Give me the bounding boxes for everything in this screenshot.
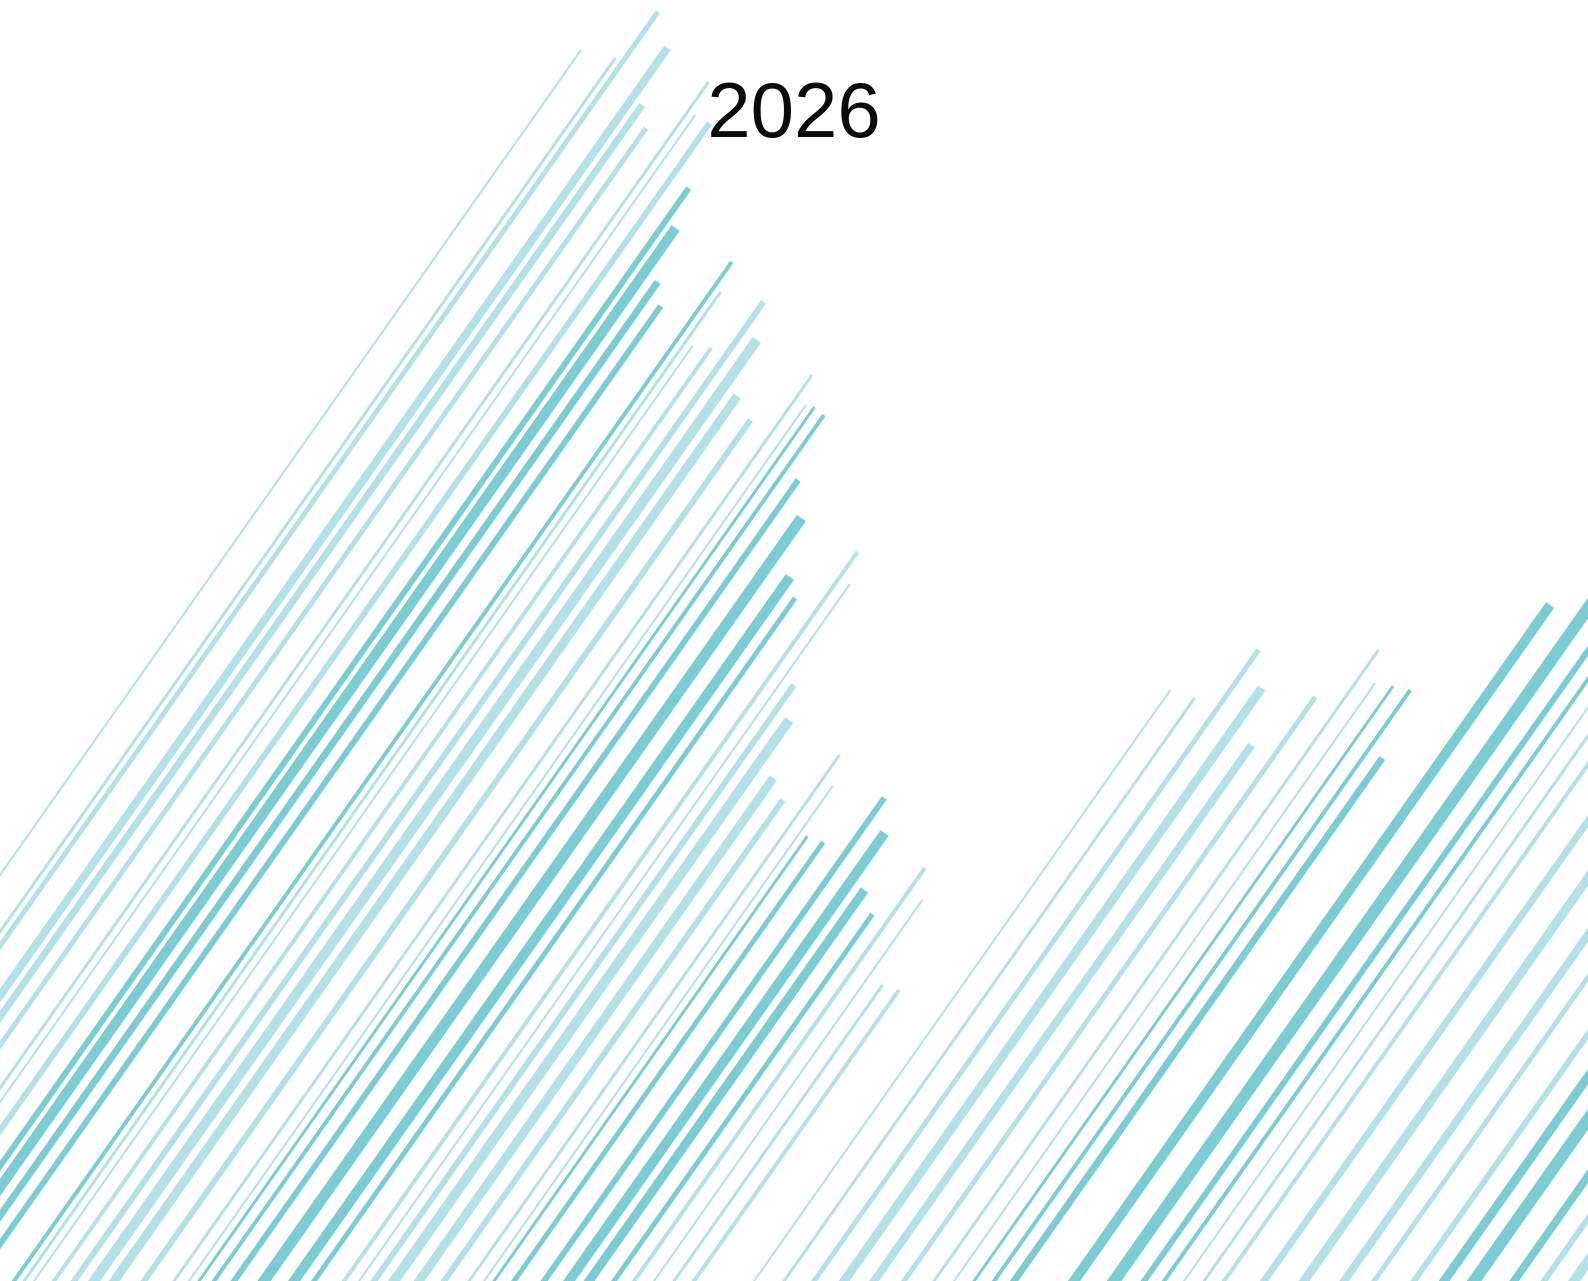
- decorative-stripe: [0, 225, 680, 1197]
- decorative-stripe: [413, 775, 777, 1281]
- decorative-stripe: [287, 574, 794, 1281]
- decorative-stripe: [631, 866, 927, 1281]
- decorative-stripe: [782, 697, 1196, 1281]
- decorative-stripe: [1161, 675, 1588, 1281]
- decorative-stripe: [387, 717, 794, 1281]
- decorative-stripe: [357, 583, 851, 1281]
- decorative-stripe: [0, 49, 582, 877]
- decorative-stripe: [257, 514, 806, 1281]
- decorative-stripe: [691, 988, 901, 1281]
- decorative-stripe: [0, 121, 713, 1136]
- decorative-stripe: [0, 45, 671, 1003]
- cover-title: 2026: [707, 66, 881, 154]
- decorative-stripe: [311, 596, 798, 1281]
- decorative-stripe: [32, 345, 694, 1281]
- decorative-stripe: [1202, 733, 1588, 1281]
- decorative-stripe: [901, 695, 1318, 1281]
- decorative-stripe: [991, 688, 1412, 1281]
- decorative-stripe: [230, 478, 801, 1281]
- decorative-stripe: [1259, 814, 1588, 1281]
- decorative-stripe: [187, 404, 807, 1281]
- decorative-stripe: [1140, 645, 1588, 1281]
- decorative-stripe: [440, 798, 786, 1281]
- decorative-stripe: [1540, 1213, 1588, 1281]
- decorative-stripe: [0, 126, 649, 1050]
- decorative-stripe: [482, 785, 834, 1281]
- decorative-stripe: [341, 550, 860, 1281]
- decorative-stripe: [22, 291, 722, 1281]
- decorative-stripe: [0, 102, 646, 1024]
- decorative-stripe: [1182, 705, 1588, 1281]
- decorative-stripe: [492, 835, 809, 1281]
- decorative-stripe: [0, 57, 617, 935]
- decorative-stripe: [838, 685, 1266, 1281]
- decorative-stripe: [1466, 1108, 1588, 1281]
- decorative-stripe: [0, 81, 710, 1091]
- decorative-stripe: [952, 682, 1377, 1281]
- decorative-stripe: [140, 418, 753, 1281]
- decorative-stripe: [172, 374, 814, 1281]
- decorative-stripe: [1106, 597, 1588, 1281]
- decorative-stripe: [108, 393, 742, 1281]
- decorative-stripe: [1567, 1252, 1588, 1281]
- decorative-stripe: [1339, 927, 1588, 1281]
- decorative-stripe: [0, 279, 661, 1222]
- decorative-stripe: [197, 406, 816, 1281]
- decorative-stripe: [87, 337, 761, 1281]
- decorative-stripe: [51, 346, 713, 1281]
- decorative-stripe: [70, 300, 766, 1281]
- decorative-stripe: [1298, 870, 1588, 1281]
- decorative-stripe: [467, 754, 841, 1281]
- decorative-stripe: [0, 114, 697, 1104]
- decorative-stripe: [0, 10, 660, 951]
- decorative-stripe: [611, 912, 875, 1281]
- decorative-stripe: [211, 413, 826, 1281]
- decorative-stripe: [1509, 1169, 1588, 1281]
- decorative-stripe: [1067, 602, 1555, 1281]
- decorative-stripe: [1009, 755, 1386, 1281]
- decorative-stripe: [752, 689, 1172, 1281]
- decorative-stripe: [562, 830, 889, 1281]
- decorative-stripe: [972, 685, 1395, 1281]
- decorative-stripe: [1438, 1068, 1588, 1281]
- decorative-stripe: [869, 742, 1255, 1281]
- decorative-stripe: [11, 260, 734, 1281]
- decorative-stripe: [511, 840, 826, 1281]
- decorative-stripe: [652, 899, 924, 1281]
- decorative-stripe: [1371, 972, 1588, 1281]
- decorative-stripe: [1410, 1028, 1588, 1281]
- decorative-stripe: [540, 796, 887, 1281]
- decorative-stripe: [0, 186, 692, 1172]
- decorative-stripe: [932, 649, 1380, 1281]
- decorative-stripe: [672, 984, 884, 1281]
- decorative-stripe: [1221, 760, 1588, 1281]
- decorative-stripe: [583, 887, 869, 1281]
- decorative-stripe: [0, 304, 664, 1250]
- decorative-stripe: [370, 683, 797, 1281]
- decorative-stripe: [811, 648, 1261, 1281]
